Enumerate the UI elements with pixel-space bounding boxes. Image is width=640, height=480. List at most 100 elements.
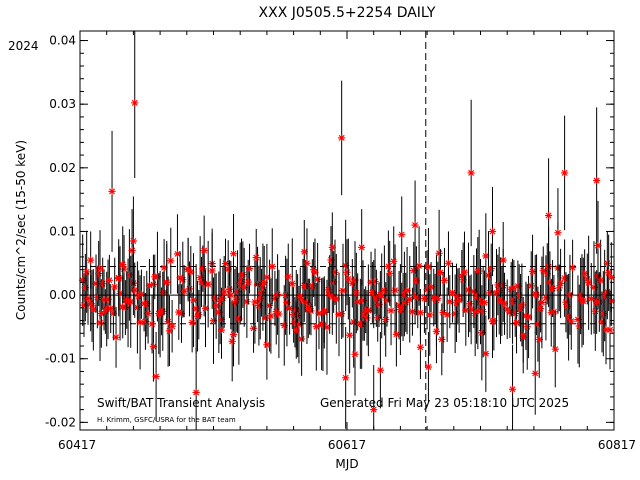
data-point [267,278,275,354]
star-marker [105,276,113,284]
star-marker [328,243,336,251]
star-marker [536,305,545,313]
star-marker [95,269,103,278]
star-marker [249,324,258,332]
star-marker [467,169,475,177]
data-point [149,311,158,382]
star-marker [403,286,411,295]
star-marker [603,259,611,267]
star-marker [391,286,399,294]
data-point [104,259,112,340]
y-tick-label: 0.04 [49,34,76,48]
star-marker [480,299,489,307]
star-marker [438,335,446,343]
star-marker [252,253,260,262]
data-point [593,107,601,254]
data-point [105,254,113,306]
star-marker [192,388,200,397]
star-marker [446,298,454,306]
star-marker [440,276,449,284]
data-point [144,283,152,344]
data-point [303,228,311,299]
star-marker [579,297,587,305]
star-marker [83,268,91,276]
data-point [251,260,259,344]
data-point [387,276,395,346]
star-marker [416,309,425,317]
star-marker [554,229,562,237]
axis-layer: -0.02 -0.01 0.00 0.01 0.02 0.03 0.04 60417 60617… [45,31,636,452]
data-point [263,309,271,380]
y-tick-label: -0.02 [45,415,76,429]
star-marker [268,262,276,271]
star-marker [323,323,331,331]
footer-generated-text: Generated Fri May 23 05:18:10 UTC 2025 [320,396,569,410]
star-marker [411,221,419,229]
star-marker [402,298,410,306]
data-point [229,213,238,294]
star-marker [129,237,137,245]
data-point [488,186,497,276]
data-point [292,301,300,359]
star-marker [320,307,328,315]
star-marker [416,343,425,351]
star-marker [208,267,216,275]
star-marker [387,307,395,315]
data-point [204,240,212,328]
data-point [403,246,411,335]
star-marker [499,256,507,264]
data-point [148,294,156,354]
data-point [131,31,139,178]
star-marker [128,246,136,255]
data-point [175,284,183,340]
star-marker [188,318,196,327]
star-marker [136,318,144,326]
data-point [376,332,384,409]
data-point [524,275,533,359]
data-point [108,130,116,252]
star-marker [119,260,127,269]
data-point [96,230,104,307]
data-point [378,253,386,339]
data-point [561,115,569,231]
data-point [406,255,414,343]
star-marker [567,317,575,325]
star-marker [378,292,386,300]
data-point [358,209,366,286]
star-marker [195,311,203,319]
star-marker [382,315,390,324]
data-point [123,271,131,329]
data-point [581,249,589,299]
data-point [551,311,559,388]
data-point [550,275,558,349]
star-marker [96,319,104,327]
star-marker [548,284,557,293]
star-marker [284,273,292,281]
data-point [129,196,137,286]
star-marker [219,294,227,302]
star-marker [398,231,406,239]
y-tick-label: 0.00 [49,288,76,302]
data-point [192,347,200,430]
star-marker [87,256,95,264]
star-marker [111,283,119,291]
star-marker [342,374,350,382]
star-marker [482,350,490,358]
data-point [606,290,614,370]
star-marker [123,296,131,304]
star-marker [149,343,158,351]
data-point [474,272,482,350]
x-tick-label: 60417 [58,438,96,452]
star-marker [152,372,160,381]
star-marker [364,306,372,314]
star-marker [184,266,192,274]
data-point [392,302,400,367]
star-marker [228,337,236,345]
y-axis-label: Counts/cm^2/sec (15-50 keV) [14,140,28,320]
star-marker [346,331,354,339]
data-point [252,228,260,287]
data-point [544,158,553,273]
star-marker [149,280,158,289]
star-marker [263,341,271,349]
